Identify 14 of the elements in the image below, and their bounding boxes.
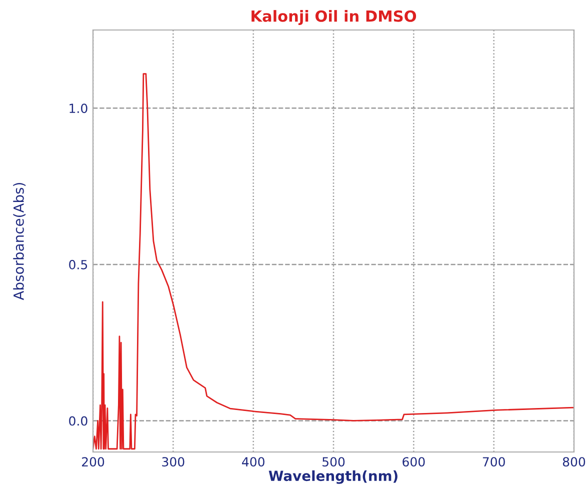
y-tick-label: 0.5 xyxy=(69,260,88,270)
x-tick-label: 500 xyxy=(322,457,345,467)
y-tick-label: 1.0 xyxy=(70,104,88,114)
x-tick-label: 200 xyxy=(82,457,104,467)
x-tick-label: 700 xyxy=(482,457,505,467)
x-tick-label: 800 xyxy=(562,457,586,467)
y-axis-title: Absorbance(Abs) xyxy=(13,182,26,300)
x-axis-title: Wavelength(nm) xyxy=(268,470,398,484)
x-tick-label: 600 xyxy=(402,457,425,467)
line-series xyxy=(93,73,574,450)
x-tick-label: 400 xyxy=(242,457,264,467)
x-tick-label: 300 xyxy=(162,457,184,467)
chart-title: Kalonji Oil in DMSO xyxy=(252,10,416,25)
y-tick-label: 0.0 xyxy=(69,416,88,426)
